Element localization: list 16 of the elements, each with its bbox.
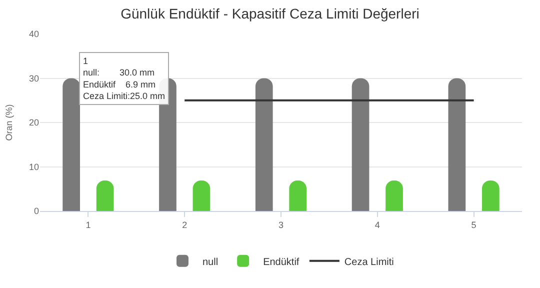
legend-label: null (202, 256, 218, 268)
legend-label: Endüktif (263, 256, 300, 268)
chart-title: Günlük Endüktif - Kapasitif Ceza Limiti Değerleri (120, 5, 420, 22)
x-tick-label: 5 (471, 220, 476, 230)
y-tick-label: 40 (28, 29, 39, 40)
x-tick-label: 4 (374, 220, 380, 230)
y-axis-title: Oran (%) (4, 104, 14, 141)
x-tick-label: 1 (86, 220, 91, 230)
annotation: 1 null: 30.0 mm Endüktif 6.9 mm Ceza Limiti:25.0 mm (83, 56, 166, 102)
x-tick-label: 3 (278, 220, 284, 230)
y-tick-label: 30 (28, 73, 39, 84)
x-tick-label: 2 (182, 220, 188, 230)
y-tick-label: 0 (34, 206, 39, 216)
legend-label: Ceza Limiti (344, 256, 394, 268)
y-tick-label: 10 (28, 162, 39, 172)
y-tick-label: 20 (28, 118, 39, 128)
